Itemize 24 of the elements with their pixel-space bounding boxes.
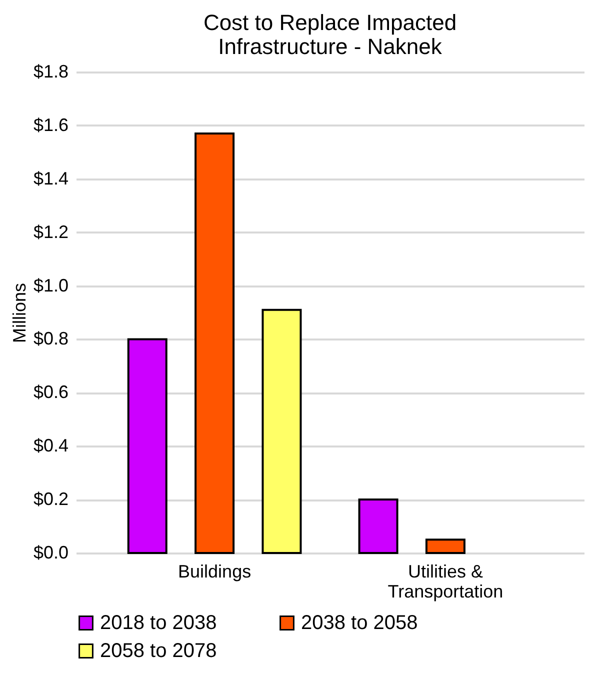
bar xyxy=(425,538,466,554)
bar xyxy=(194,132,235,554)
y-tick-label: $1.6 xyxy=(33,114,68,135)
y-tick-label: $0.0 xyxy=(33,542,68,562)
bar xyxy=(262,308,302,554)
text: Cost to Replace Impacted xyxy=(203,10,457,35)
y-tick-label: $0.6 xyxy=(33,382,68,402)
y-tick-label: $0.4 xyxy=(33,436,68,456)
y-tick-label: $1.2 xyxy=(33,222,68,242)
y-tick-label: $0.2 xyxy=(33,489,68,510)
text: Infrastructure - Naknek xyxy=(218,34,442,59)
bar xyxy=(358,498,398,554)
category-label: Transportation xyxy=(388,582,504,602)
legend-label: 2038 to 2058 xyxy=(301,612,418,634)
legend-label: 2018 to 2038 xyxy=(100,612,217,634)
y-axis-title: Millions xyxy=(9,282,30,344)
category-label: Utilities & xyxy=(408,562,483,582)
y-tick-label: $1.8 xyxy=(33,62,68,82)
bar xyxy=(127,338,168,554)
y-tick-label: $1.0 xyxy=(33,275,68,296)
y-tick-label: $0.8 xyxy=(33,328,68,349)
category-label: Buildings xyxy=(178,562,252,582)
legend-label: 2058 to 2078 xyxy=(100,640,217,662)
y-tick-label: $1.4 xyxy=(33,168,68,188)
